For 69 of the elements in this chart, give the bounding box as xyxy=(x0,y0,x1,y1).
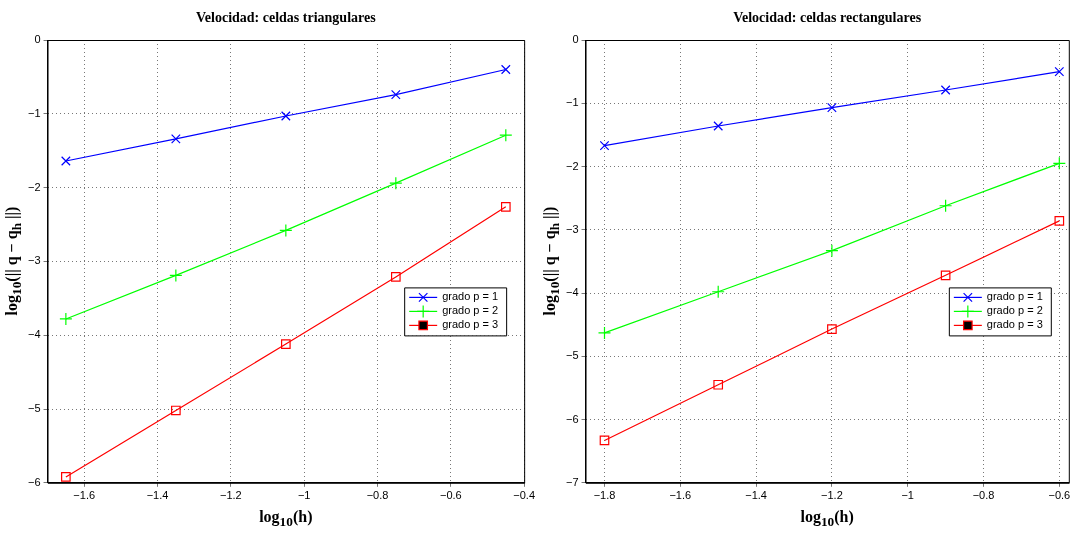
point xyxy=(500,201,511,212)
point xyxy=(940,85,951,95)
x-tick-label: −0.8 xyxy=(972,489,995,502)
x-tick-label: −1.2 xyxy=(219,489,242,502)
point xyxy=(171,405,181,416)
y-tick-label: −5 xyxy=(565,349,579,362)
point xyxy=(390,272,401,282)
y-tick-label: −1 xyxy=(27,106,41,119)
point xyxy=(500,64,511,75)
y-tick-label: 0 xyxy=(34,33,41,46)
legend-label: grado p = 2 xyxy=(986,304,1043,317)
chart-title: Velocidad: celdas rectangulares xyxy=(733,10,922,26)
y-tick-label: −2 xyxy=(565,159,579,172)
point xyxy=(825,244,839,258)
x-tick-label: −0.8 xyxy=(366,489,389,502)
point xyxy=(599,140,610,151)
x-tick-label: −1.4 xyxy=(146,489,169,502)
x-tick-label: −1.4 xyxy=(745,489,767,502)
point xyxy=(827,324,837,334)
point xyxy=(169,268,183,283)
y-tick-label: −3 xyxy=(27,254,41,267)
x-tick-label: −1 xyxy=(901,489,914,502)
x-tick-label: −1 xyxy=(297,489,311,502)
point xyxy=(713,121,724,131)
legend-label: grado p = 2 xyxy=(442,304,499,317)
x-tick-label: −0.6 xyxy=(1048,489,1071,502)
x-axis-title: log$_{10}$(h) xyxy=(259,508,313,531)
x-tick-label: −0.4 xyxy=(513,489,535,502)
point xyxy=(939,199,953,213)
x-tick-label: −1.6 xyxy=(669,489,692,502)
point xyxy=(61,156,71,166)
y-tick-label: −5 xyxy=(27,402,41,415)
point xyxy=(389,176,403,190)
y-tick-label: −3 xyxy=(565,222,579,235)
legend-label: grado p = 3 xyxy=(442,318,499,331)
y-tick-label: −6 xyxy=(27,475,41,488)
legend-label: grado p = 1 xyxy=(442,290,499,303)
point xyxy=(1054,66,1065,77)
point xyxy=(281,111,291,121)
point xyxy=(59,312,73,326)
y-tick-label: −4 xyxy=(565,286,579,299)
y-tick-label: −4 xyxy=(27,328,41,341)
chart-title: Velocidad: celdas triangulares xyxy=(195,10,376,26)
point xyxy=(713,379,724,390)
point xyxy=(1054,216,1065,226)
x-tick-label: −0.6 xyxy=(439,489,462,502)
x-axis-title: log$_{10}$(h) xyxy=(800,508,854,531)
point xyxy=(1052,156,1066,170)
point xyxy=(597,326,612,340)
point xyxy=(940,270,951,281)
legend-label: grado p = 3 xyxy=(986,318,1043,331)
y-tick-label: −6 xyxy=(565,412,579,425)
point xyxy=(61,472,71,482)
y-tick-label: −2 xyxy=(27,180,41,193)
x-tick-label: −1.6 xyxy=(73,489,96,502)
point xyxy=(390,89,401,100)
point xyxy=(279,223,293,237)
point xyxy=(711,285,725,299)
y-tick-label: −7 xyxy=(565,475,579,488)
point xyxy=(171,134,181,144)
y-tick-label: −1 xyxy=(565,96,579,109)
point xyxy=(281,339,291,349)
x-tick-label: −1.2 xyxy=(821,489,843,502)
y-tick-label: 0 xyxy=(572,33,579,46)
point xyxy=(827,102,837,113)
point xyxy=(499,128,513,142)
x-tick-label: −1.8 xyxy=(593,489,616,502)
legend-label: grado p = 1 xyxy=(986,290,1043,303)
point xyxy=(599,435,610,446)
